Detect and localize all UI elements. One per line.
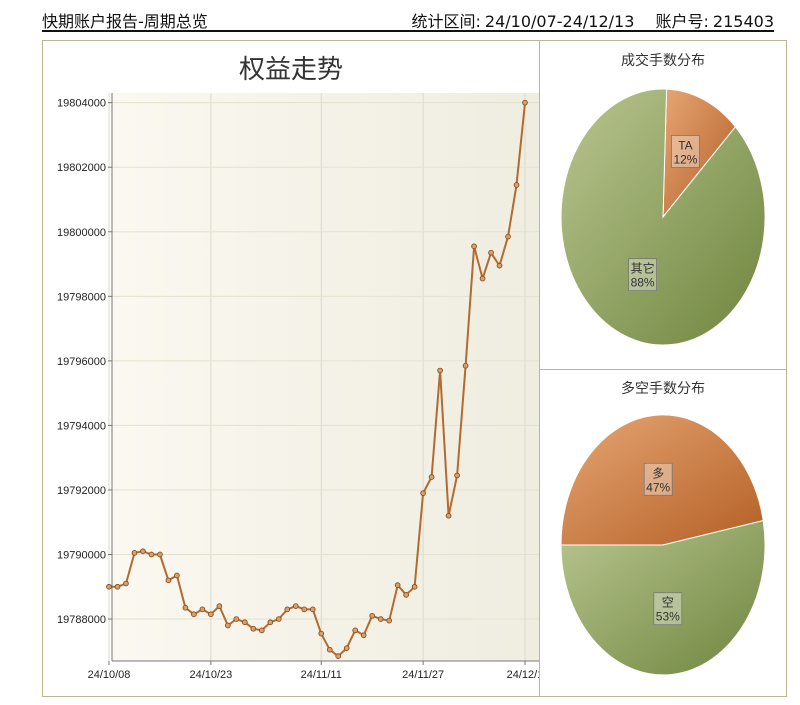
equity-data-point (123, 580, 129, 587)
equity-data-point (428, 474, 435, 480)
trade-volume-pie-title: 成交手数分布 (621, 53, 705, 69)
equity-data-point (216, 603, 223, 609)
pie-slice-percent: 47% (646, 480, 670, 494)
equity-data-point (522, 99, 528, 106)
equity-data-point (225, 622, 231, 629)
account-label: 账户号: (655, 12, 709, 31)
plot-area (112, 93, 539, 661)
equity-data-point (267, 619, 274, 626)
equity-data-point (131, 550, 138, 556)
equity-data-point (335, 653, 342, 660)
x-tick-label: 24/12/1 (507, 669, 539, 681)
equity-data-point (496, 262, 503, 269)
y-tick-label: 19802000 (57, 162, 106, 174)
equity-data-point (369, 612, 376, 619)
equity-data-point (343, 645, 350, 651)
equity-data-point (488, 249, 494, 256)
equity-data-point (505, 233, 511, 240)
pie-slice-label: 空 (662, 596, 674, 610)
pie-slice (560, 88, 766, 346)
equity-data-point (403, 591, 409, 598)
equity-data-point (275, 616, 282, 622)
equity-data-point (241, 619, 248, 626)
long-short-pie-panel: 多空手数分布 多 47% 空 53% (539, 369, 787, 697)
equity-data-point (462, 362, 469, 369)
pie-slice-percent: 53% (656, 610, 680, 624)
long-short-pie: 多47% 空53% (560, 414, 766, 676)
long-short-pie-title: 多空手数分布 (621, 381, 705, 397)
y-tick-label: 19794000 (57, 420, 106, 432)
equity-data-point (199, 606, 206, 613)
y-tick-label: 19790000 (57, 550, 106, 562)
equity-data-point (471, 243, 477, 250)
trade-volume-pie-panel: 成交手数分布 TA 12% 其它 88% (539, 40, 787, 370)
report-header: 快期账户报告-周期总览 统计区间: 24/10/07-24/12/13 账户号: 2… (42, 8, 774, 32)
pie-label-box (671, 135, 700, 168)
period-label: 统计区间: (411, 12, 481, 31)
equity-data-point (411, 583, 418, 590)
equity-data-point (479, 275, 486, 282)
equity-data-point (437, 367, 443, 374)
equity-data-point (454, 472, 460, 479)
report-title: 快期账户报告-周期总览 (42, 12, 208, 31)
equity-data-point (208, 611, 214, 618)
x-tick-label: 24/10/23 (189, 669, 232, 681)
account-value: 215403 (712, 12, 774, 31)
y-tick-label: 19804000 (57, 98, 106, 110)
equity-data-point (301, 606, 308, 613)
y-tick-label: 19796000 (57, 356, 106, 368)
pie-slice-label: TA (678, 138, 692, 152)
y-tick-label: 19798000 (57, 291, 106, 303)
equity-data-point (420, 490, 426, 497)
equity-chart-title: 权益走势 (238, 55, 343, 85)
equity-data-point (318, 630, 325, 637)
pie-slice-percent: 12% (673, 152, 697, 166)
equity-data-point (386, 617, 393, 624)
equity-data-point (114, 583, 121, 590)
equity-data-point (157, 551, 163, 558)
equity-data-point (258, 627, 265, 634)
pie-label-box (653, 592, 683, 626)
equity-data-point (182, 604, 189, 611)
equity-data-point (250, 625, 257, 632)
equity-data-point (106, 583, 112, 590)
equity-data-point (292, 603, 299, 609)
equity-data-point (326, 646, 333, 653)
equity-series-line (109, 102, 526, 658)
x-tick-label: 24/11/11 (301, 669, 342, 681)
pie-label-box (628, 258, 657, 292)
equity-chart-panel: 权益走势 19788000 19790000 19792000 19794000 197… (42, 40, 540, 697)
equity-data-point (352, 627, 359, 634)
equity-data-point (191, 611, 197, 618)
equity-data-point (165, 577, 172, 584)
equity-data-point (513, 182, 520, 188)
y-tick-label: 19792000 (57, 485, 106, 497)
equity-data-point (174, 572, 180, 579)
x-tick-label: 24/11/27 (402, 669, 444, 681)
equity-data-point (284, 606, 291, 613)
equity-data-point (148, 551, 155, 558)
equity-data-point (394, 582, 401, 589)
y-tick-label: 19788000 (57, 614, 106, 626)
pie-label-box (643, 462, 673, 496)
equity-data-point (445, 512, 452, 519)
y-tick-label: 19800000 (57, 227, 106, 239)
equity-data-point (377, 616, 384, 622)
pie-slice (560, 414, 764, 546)
x-tick-label: 24/10/08 (88, 669, 131, 681)
pie-slice-percent: 88% (631, 276, 655, 290)
equity-data-point (233, 616, 240, 622)
equity-data-point (309, 606, 316, 613)
equity-data-point (360, 632, 367, 639)
pie-slice-label: 其它 (631, 261, 655, 276)
pie-slice-label: 多 (652, 466, 664, 480)
header-info: 统计区间: 24/10/07-24/12/13 账户号: 215403 (408, 8, 774, 32)
equity-line-chart: 19788000 19790000 19792000 19794000 19796000… (57, 93, 539, 681)
period-value: 24/10/07-24/12/13 (484, 12, 635, 31)
equity-data-point (140, 548, 146, 555)
pie-slice (560, 519, 766, 676)
